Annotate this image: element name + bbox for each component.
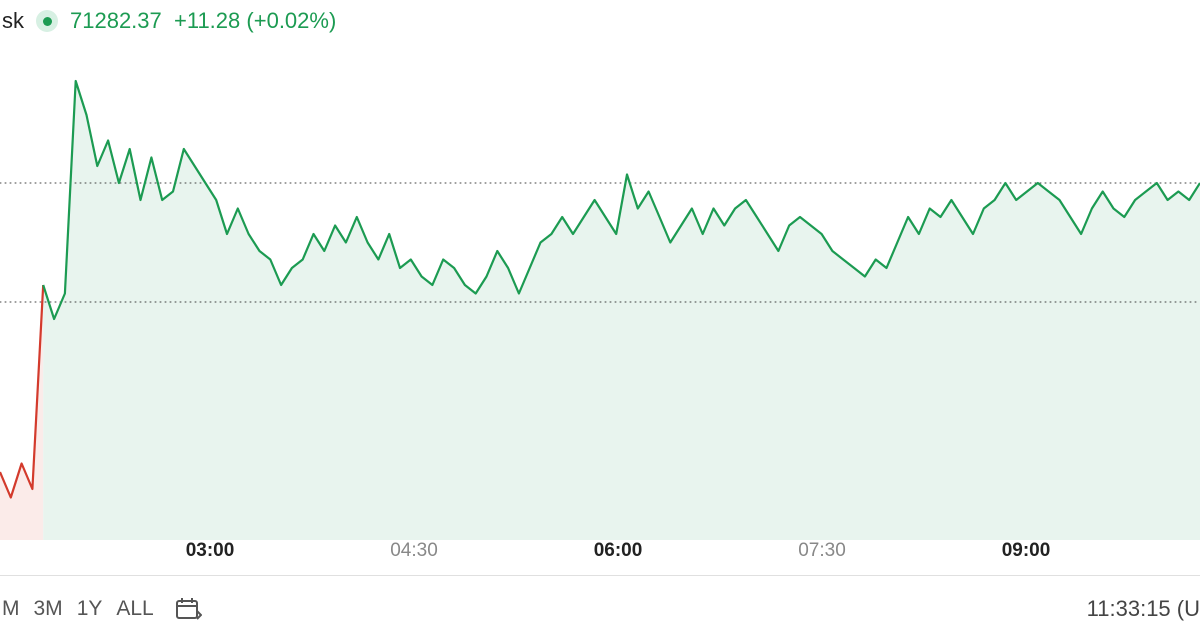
range-selector: M 3M 1Y ALL — [2, 596, 202, 622]
divider — [0, 575, 1200, 576]
range-button-1y[interactable]: 1Y — [77, 597, 103, 621]
x-axis: 03:00 04:30 06:00 07:30 09:00 — [0, 540, 1200, 570]
market-status-dot — [36, 10, 58, 32]
x-tick-label: 03:00 — [186, 540, 235, 562]
x-tick-label: 09:00 — [1002, 540, 1051, 562]
range-button-3m[interactable]: 3M — [34, 597, 63, 621]
calendar-icon[interactable] — [168, 596, 202, 622]
x-tick-label: 04:30 — [390, 540, 438, 562]
price-chart[interactable] — [0, 30, 1200, 540]
chart-footer: M 3M 1Y ALL 11:33:15 (U — [0, 596, 1200, 622]
timestamp-label: 11:33:15 (U — [1087, 596, 1200, 622]
range-button-m[interactable]: M — [2, 597, 20, 621]
x-tick-label: 07:30 — [798, 540, 846, 562]
range-button-all[interactable]: ALL — [116, 597, 153, 621]
x-tick-label: 06:00 — [594, 540, 643, 562]
chart-svg — [0, 30, 1200, 540]
